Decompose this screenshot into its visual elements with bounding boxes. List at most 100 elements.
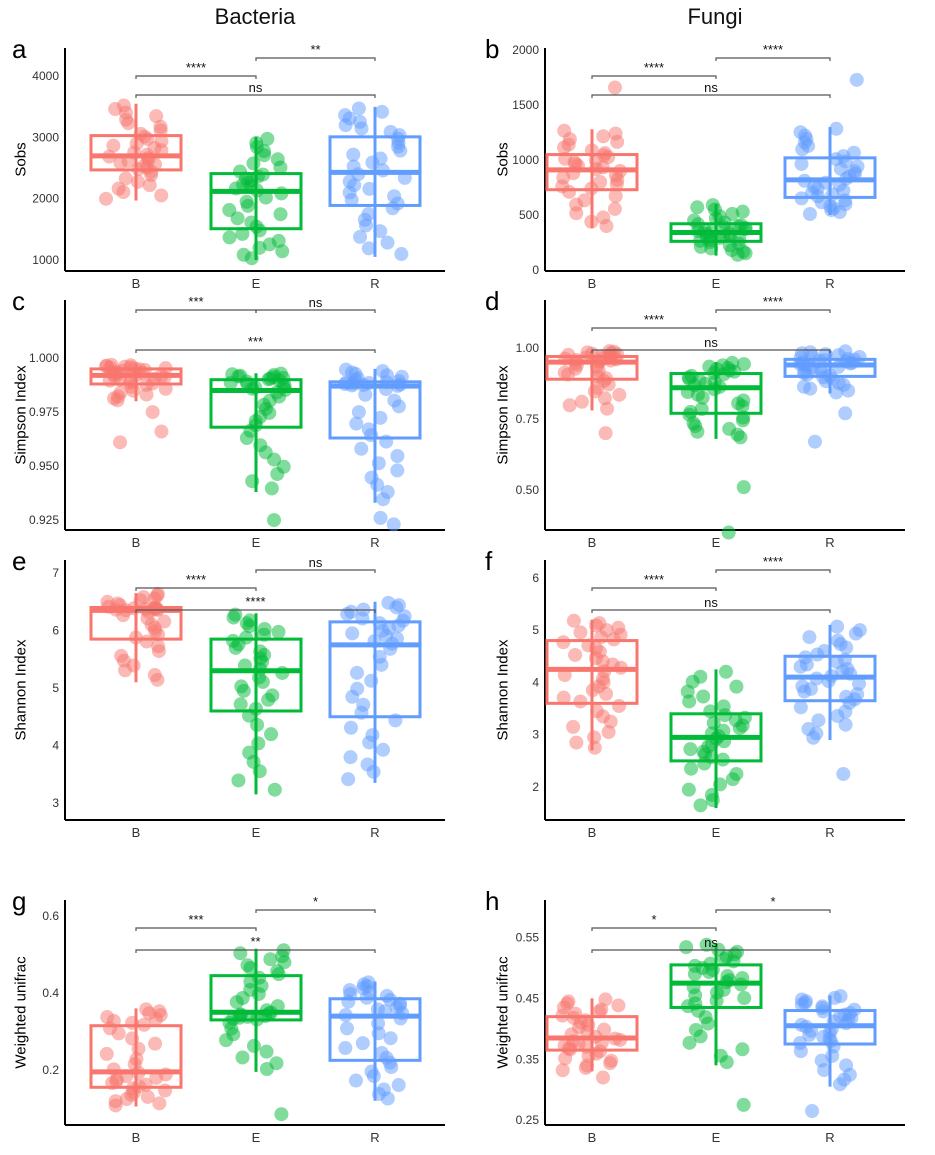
x-tick-label: R <box>825 825 834 840</box>
y-axis-label: Simpson Index <box>12 365 29 465</box>
significance-bracket <box>591 927 717 931</box>
data-point <box>273 207 288 222</box>
data-point <box>807 434 822 449</box>
data-point <box>151 639 166 654</box>
data-point <box>383 124 398 139</box>
data-point <box>703 956 718 971</box>
y-tick-label: 3000 <box>32 130 59 144</box>
data-point <box>607 201 622 216</box>
y-tick-label: 4 <box>52 738 59 752</box>
data-point <box>557 668 572 683</box>
data-point <box>343 750 358 765</box>
data-point <box>725 206 740 221</box>
data-point <box>706 715 721 730</box>
y-tick-label: 0.950 <box>29 459 59 473</box>
data-point <box>246 1038 261 1053</box>
data-point <box>244 215 259 230</box>
data-point <box>584 214 599 229</box>
data-point <box>367 634 382 649</box>
data-point <box>226 633 241 648</box>
data-point <box>235 1050 250 1065</box>
y-axis-label: Sobs <box>12 142 29 176</box>
data-point <box>338 362 353 377</box>
data-point <box>684 368 699 383</box>
x-tick-label: R <box>370 1130 379 1145</box>
data-point <box>607 80 622 95</box>
x-tick-label: B <box>588 535 597 550</box>
y-axis-label: Shannon Index <box>12 639 29 740</box>
data-point <box>353 229 368 244</box>
y-tick-label: 0.25 <box>516 1113 540 1127</box>
x-tick-label: E <box>712 1130 721 1145</box>
significance-bracket <box>255 569 376 573</box>
data-point <box>397 170 412 185</box>
data-point <box>269 1056 284 1071</box>
data-point <box>809 671 824 686</box>
column-title-fungi: Fungi <box>687 4 742 29</box>
data-point <box>574 394 589 409</box>
x-tick-label: B <box>132 276 141 291</box>
significance-label: * <box>651 912 656 927</box>
panel-letter: e <box>12 546 26 576</box>
data-point <box>108 1094 123 1109</box>
data-point <box>343 720 358 735</box>
data-point <box>390 463 405 478</box>
data-point <box>802 630 817 645</box>
y-tick-label: 0.6 <box>42 909 59 923</box>
data-point <box>561 994 576 1009</box>
data-point <box>233 1007 248 1022</box>
data-point <box>351 405 366 420</box>
x-tick-label: E <box>252 535 261 550</box>
data-point <box>231 773 246 788</box>
data-point <box>100 594 115 609</box>
data-point <box>736 393 751 408</box>
data-point <box>390 631 405 646</box>
data-point <box>350 681 365 696</box>
data-point <box>557 123 572 138</box>
data-point <box>236 247 251 262</box>
data-point <box>346 159 361 174</box>
data-point <box>562 398 577 413</box>
y-tick-label: 4000 <box>32 69 59 83</box>
data-point <box>154 188 169 203</box>
data-point <box>371 1016 386 1031</box>
data-point <box>734 218 749 233</box>
panel-e: e 3 4 5 6 7 Shannon Index B E R **** ns **** <box>12 546 445 840</box>
data-point <box>379 988 394 1003</box>
y-tick-label: 0.45 <box>516 991 540 1005</box>
data-point <box>365 728 380 743</box>
data-point <box>558 151 573 166</box>
x-tick-label: R <box>825 1130 834 1145</box>
data-point <box>716 723 731 738</box>
data-point <box>370 1002 385 1017</box>
data-point <box>713 1048 728 1063</box>
data-point <box>342 983 357 998</box>
x-tick-label: E <box>252 276 261 291</box>
significance-label: ns <box>704 80 718 95</box>
x-tick-label: R <box>370 535 379 550</box>
significance-bracket <box>715 909 831 913</box>
significance-label: **** <box>245 594 265 609</box>
data-point <box>683 404 698 419</box>
data-point <box>380 235 395 250</box>
data-point <box>722 421 737 436</box>
data-point <box>597 391 612 406</box>
data-point <box>394 247 409 262</box>
data-point <box>338 1041 353 1056</box>
x-tick-label: B <box>588 1130 597 1145</box>
y-tick-label: 0.2 <box>42 1063 59 1077</box>
data-point <box>798 650 813 665</box>
data-point <box>102 149 117 164</box>
data-point <box>133 126 148 141</box>
data-point <box>556 635 571 650</box>
data-point <box>158 1067 173 1082</box>
y-tick-label: 6 <box>532 571 539 585</box>
data-point <box>793 125 808 140</box>
y-tick-label: 1000 <box>512 153 539 167</box>
data-point <box>246 156 261 171</box>
data-point <box>264 727 279 742</box>
data-point <box>113 385 128 400</box>
data-point <box>387 393 402 408</box>
data-point <box>373 510 388 525</box>
significance-bracket <box>715 57 831 61</box>
